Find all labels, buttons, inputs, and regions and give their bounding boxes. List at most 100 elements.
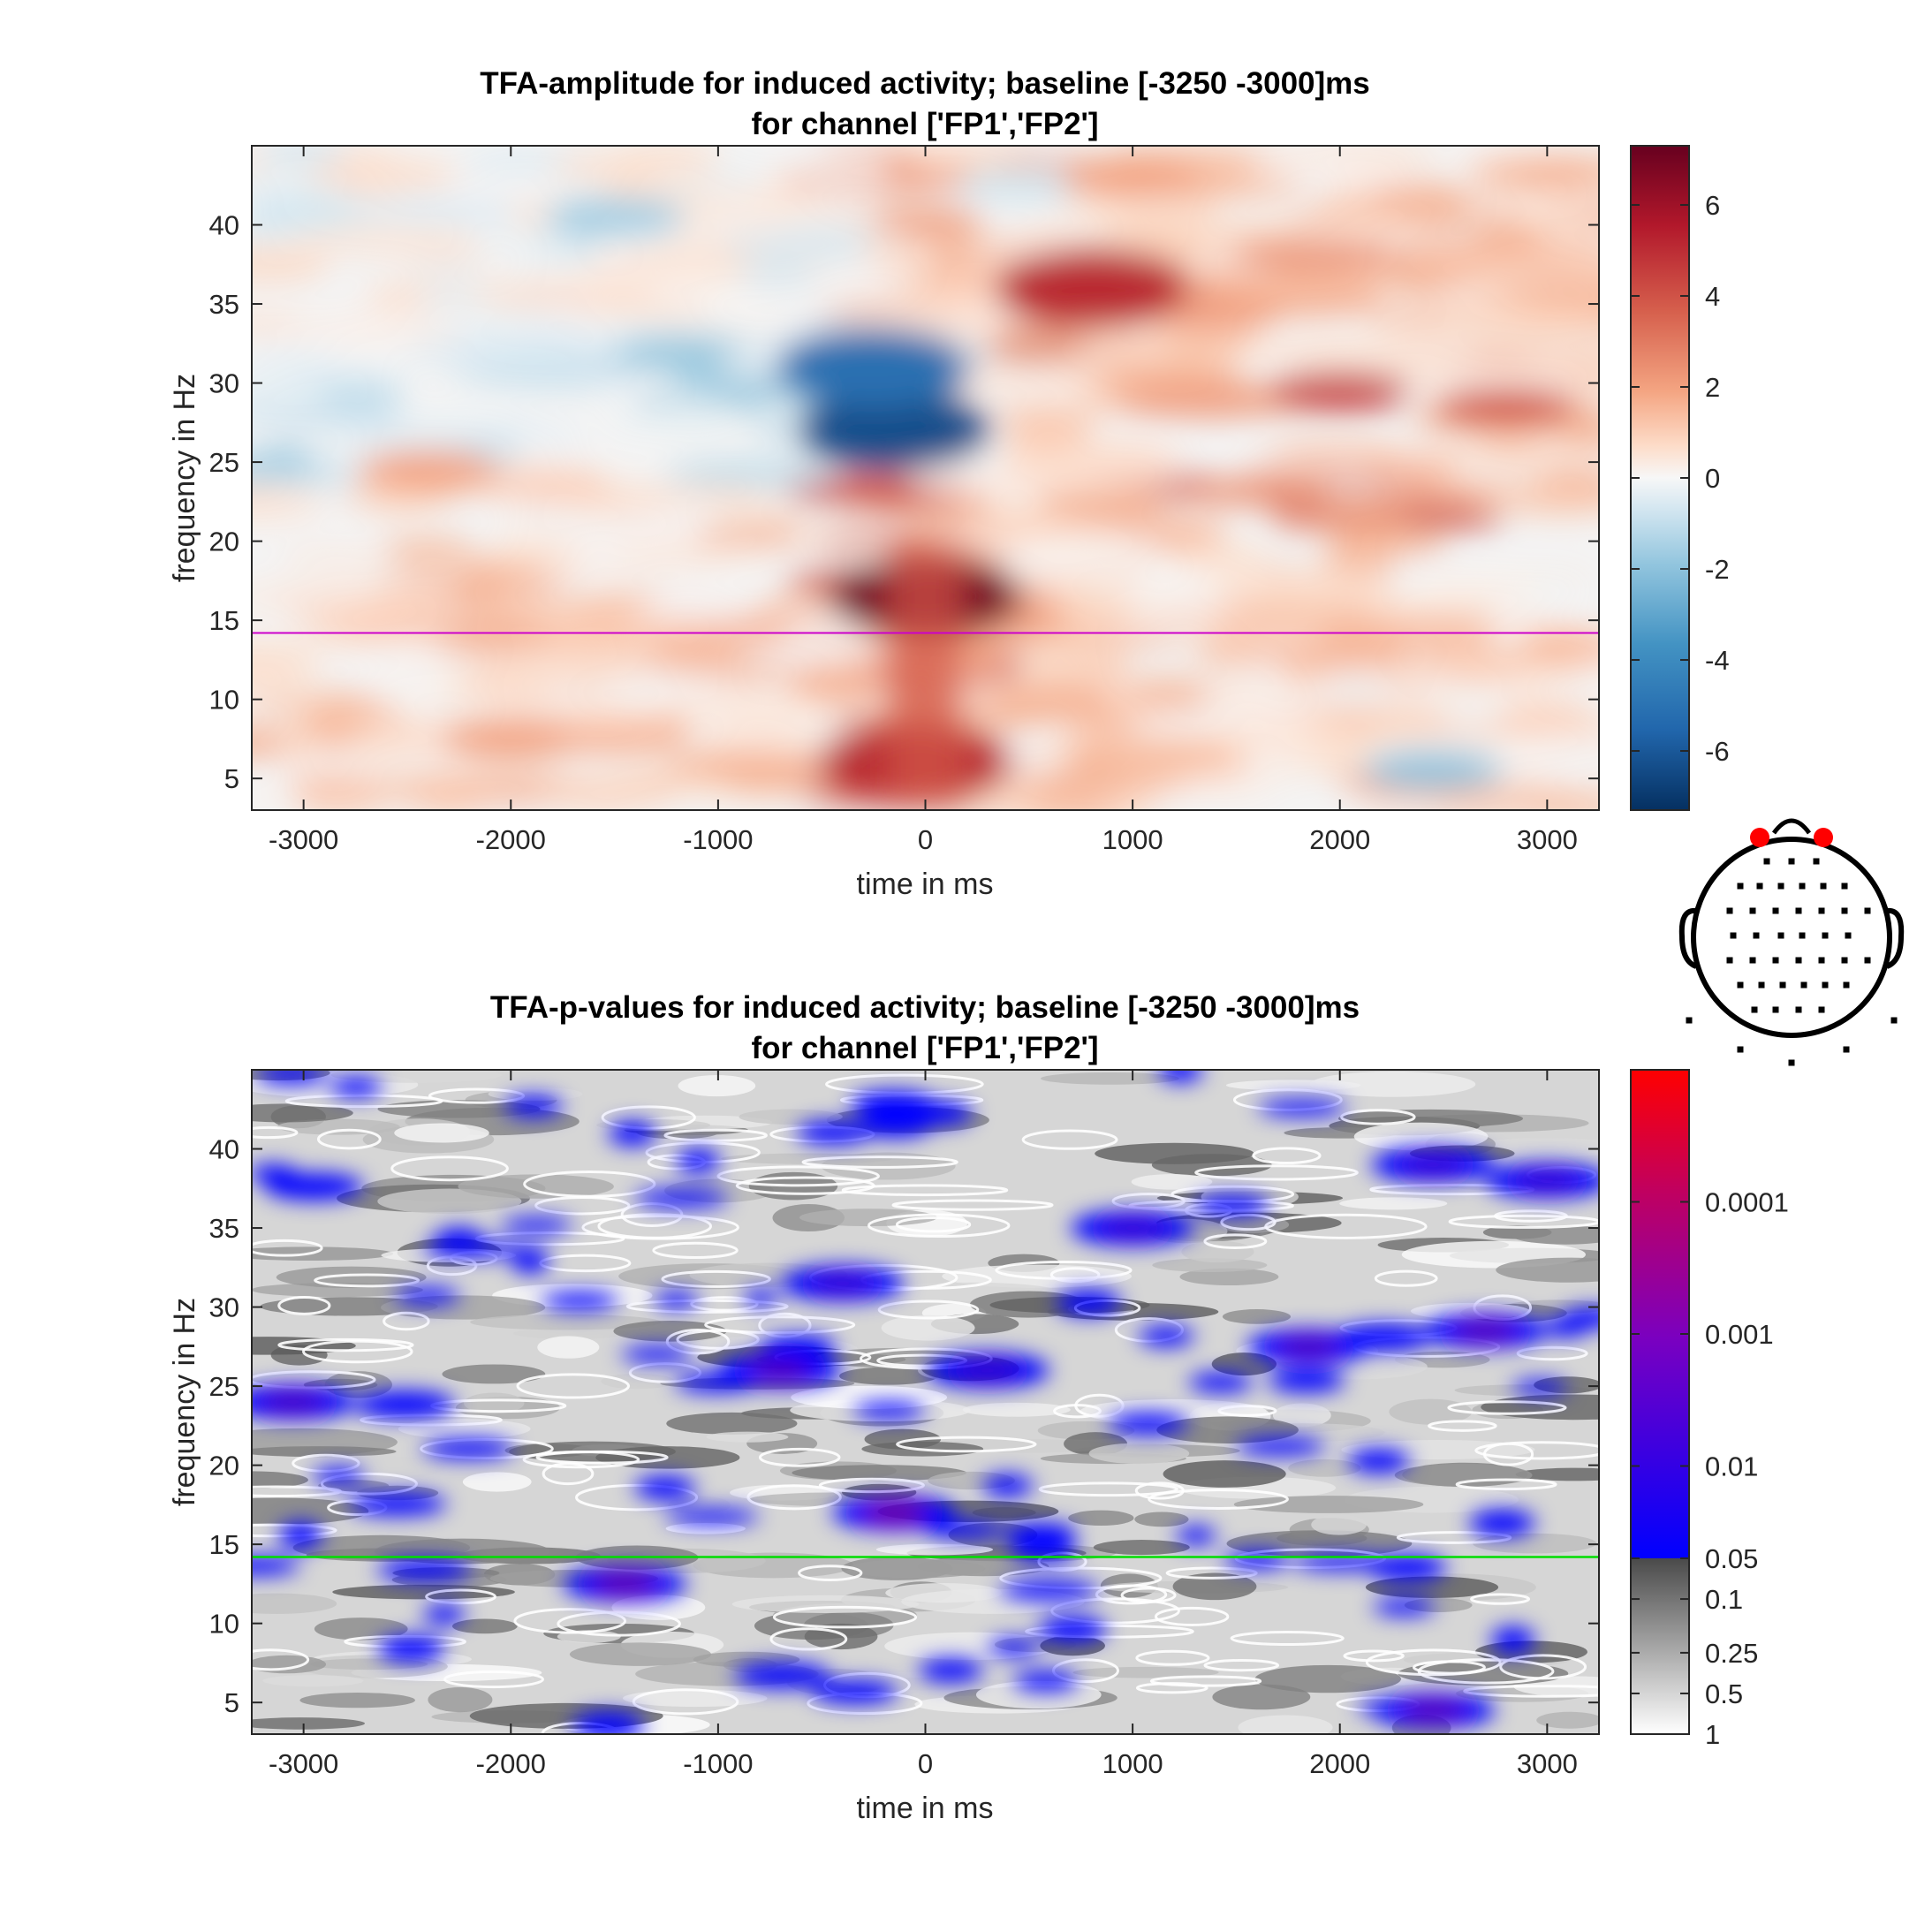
p-values-contour bbox=[895, 1216, 972, 1233]
p-values-contour bbox=[676, 1329, 760, 1350]
amplitude-texture bbox=[325, 346, 420, 378]
head-nose bbox=[1771, 818, 1812, 835]
electrode-dot bbox=[1756, 883, 1763, 890]
p-values-contour bbox=[542, 1462, 595, 1486]
p-values-significant-blob bbox=[434, 1227, 484, 1253]
x-tick-label: -3000 bbox=[269, 1748, 338, 1779]
amplitude-texture bbox=[610, 546, 735, 566]
p-values-significant-core bbox=[749, 1361, 812, 1380]
p-values-significant-blob bbox=[313, 1467, 365, 1485]
amplitude-texture bbox=[252, 683, 329, 704]
p-values-texture bbox=[314, 1618, 408, 1640]
amplitude-texture bbox=[1007, 371, 1107, 395]
p-values-significant-blob bbox=[264, 1172, 364, 1201]
p-values-texture bbox=[1152, 1258, 1268, 1272]
p-values-ylabel: frequency in Hz bbox=[168, 1298, 201, 1506]
amplitude-texture bbox=[1229, 239, 1405, 272]
electrode-dot bbox=[1813, 858, 1820, 865]
p-values-significant-blob bbox=[904, 1101, 974, 1126]
amplitude-texture bbox=[1224, 273, 1399, 292]
p-values-significant-core bbox=[811, 1274, 874, 1292]
p-values-texture bbox=[1219, 1216, 1290, 1233]
x-tick-label: 1000 bbox=[1102, 1748, 1163, 1779]
amplitude-texture bbox=[613, 333, 752, 371]
p-values-contour bbox=[534, 1196, 631, 1216]
amplitude-feature bbox=[994, 248, 1189, 329]
colorbar-tick-label: 6 bbox=[1705, 190, 1720, 221]
p-values-significant-blob bbox=[353, 1390, 456, 1419]
p-values-contour bbox=[420, 1437, 554, 1459]
p-values-contour bbox=[1463, 1685, 1599, 1698]
amplitude-xlabel: time in ms bbox=[857, 868, 994, 901]
amplitude-texture bbox=[1370, 181, 1473, 217]
p-values-significant-blob bbox=[796, 1120, 871, 1145]
p-values-significant-blob bbox=[1012, 1671, 1080, 1691]
p-values-texture bbox=[1472, 1533, 1597, 1554]
amplitude-texture bbox=[1326, 539, 1421, 558]
electrode-dot bbox=[1800, 981, 1807, 989]
p-values-texture bbox=[1511, 1225, 1599, 1245]
p-values-contour bbox=[704, 1315, 856, 1335]
amplitude-texture bbox=[285, 614, 453, 633]
amplitude-texture bbox=[1416, 572, 1549, 601]
amplitude-texture bbox=[277, 548, 394, 569]
amplitude-texture bbox=[1494, 480, 1599, 516]
p-values-contour bbox=[516, 1373, 630, 1399]
amplitude-texture bbox=[468, 596, 565, 623]
p-values-texture bbox=[1222, 1309, 1292, 1324]
amplitude-texture bbox=[1439, 302, 1599, 336]
p-values-significant-core bbox=[1402, 1155, 1465, 1174]
amplitude-texture bbox=[529, 777, 681, 806]
p-values-contour bbox=[1051, 1658, 1119, 1684]
y-tick-label: 40 bbox=[209, 1134, 239, 1165]
p-values-significant-blob bbox=[500, 1217, 573, 1233]
x-tick-label: -2000 bbox=[476, 824, 546, 855]
electrode-dot bbox=[1818, 1006, 1825, 1013]
amplitude-feature bbox=[797, 390, 992, 471]
p-values-contour bbox=[1340, 1109, 1416, 1125]
p-values-texture bbox=[537, 1336, 600, 1359]
amplitude-texture bbox=[474, 276, 660, 313]
amplitude-texture bbox=[1193, 634, 1269, 668]
p-values-texture bbox=[252, 1497, 369, 1525]
p-values-significant-blob bbox=[1158, 1070, 1202, 1082]
p-values-texture bbox=[252, 1446, 397, 1458]
electrode-dot bbox=[1686, 1017, 1693, 1024]
amplitude-ylabel: frequency in Hz bbox=[168, 374, 201, 582]
p-values-contour bbox=[428, 1087, 526, 1104]
electrode-dot bbox=[1890, 1017, 1898, 1024]
y-tick-label: 30 bbox=[209, 368, 239, 399]
amplitude-texture bbox=[1368, 701, 1452, 730]
head-right-ear bbox=[1885, 907, 1905, 969]
p-values-texture bbox=[252, 1246, 394, 1261]
amplitude-texture bbox=[986, 686, 1114, 722]
p-values-texture bbox=[1131, 1174, 1213, 1190]
p-values-significant-blob bbox=[1193, 1194, 1271, 1216]
amplitude-texture bbox=[738, 257, 821, 292]
electrode-dot bbox=[1777, 932, 1784, 939]
p-values-significant-blob bbox=[811, 1680, 898, 1704]
p-values-texture bbox=[1088, 1443, 1190, 1465]
p-values-contour bbox=[1194, 1164, 1359, 1181]
x-tick-label: 3000 bbox=[1517, 824, 1578, 855]
p-values-significant-blob bbox=[621, 1346, 693, 1363]
amplitude-texture bbox=[1208, 571, 1399, 605]
p-values-texture bbox=[678, 1075, 756, 1097]
electrode-dot bbox=[1845, 932, 1852, 939]
electrode-dot bbox=[1843, 981, 1850, 989]
x-tick-label: -1000 bbox=[683, 824, 753, 855]
p-values-texture bbox=[252, 1103, 353, 1123]
p-values-texture bbox=[613, 1320, 727, 1342]
channel-fp2 bbox=[1814, 828, 1833, 847]
amplitude-texture bbox=[544, 728, 688, 754]
p-values-significant-core bbox=[1102, 1219, 1164, 1238]
colorbar-tick-label: 0.1 bbox=[1705, 1584, 1743, 1615]
p-values-texture bbox=[792, 1465, 966, 1481]
p-values-contour bbox=[316, 1128, 382, 1150]
p-values-significant-blob bbox=[504, 1095, 564, 1117]
p-values-contour bbox=[1203, 1233, 1268, 1249]
amplitude-texture bbox=[252, 466, 365, 486]
electrode-dot bbox=[1749, 907, 1756, 914]
y-tick-label: 30 bbox=[209, 1292, 239, 1323]
p-values-texture bbox=[875, 1543, 994, 1556]
